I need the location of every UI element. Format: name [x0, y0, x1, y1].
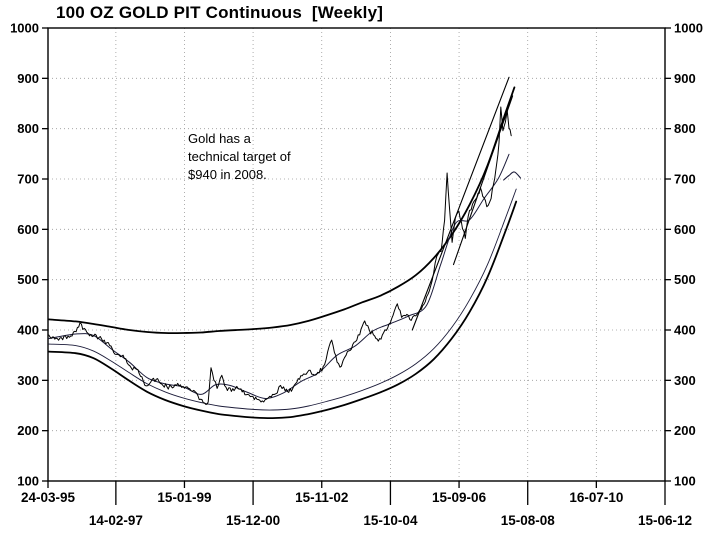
y-axis-label-left: 200	[17, 423, 39, 438]
y-axis-label-left: 600	[17, 222, 39, 237]
series-trendline-upper	[411, 76, 510, 331]
x-axis-label: 15-12-00	[226, 513, 280, 528]
y-axis-label-right: 600	[674, 222, 696, 237]
chart-annotation: Gold has a technical target of $940 in 2…	[188, 130, 291, 184]
x-axis-label: 16-07-10	[569, 490, 623, 505]
series-upper-envelope	[47, 86, 516, 335]
x-axis-label: 15-11-02	[295, 490, 348, 505]
x-axis-label: 15-09-06	[432, 490, 487, 505]
y-axis-label-right: 400	[674, 323, 696, 338]
annotation-line-3: $940 in 2008.	[188, 167, 267, 182]
y-axis-label-right: 1000	[674, 21, 703, 36]
y-axis-label-right: 800	[674, 121, 696, 136]
y-axis-label-right: 700	[674, 172, 696, 187]
x-axis-label: 14-02-97	[89, 513, 143, 528]
series-lower-envelope	[47, 200, 518, 420]
series-ma-projection	[503, 171, 522, 181]
annotation-line-1: Gold has a	[188, 131, 251, 146]
y-axis-label-left: 100	[17, 474, 39, 489]
y-axis-label-left: 800	[17, 121, 39, 136]
y-axis-label-right: 300	[674, 373, 696, 388]
y-axis-label-right: 100	[674, 474, 696, 489]
y-axis-label-left: 1000	[10, 21, 39, 36]
series-inner-lower-envelope	[48, 188, 517, 411]
x-axis-label: 24-03-95	[21, 490, 76, 505]
x-axis-label: 15-10-04	[363, 513, 418, 528]
y-axis-label-left: 500	[17, 272, 39, 287]
y-axis-label-left: 900	[17, 71, 39, 86]
y-axis-label-left: 400	[17, 323, 39, 338]
y-axis-label-right: 500	[674, 272, 696, 287]
series-price	[48, 106, 512, 405]
chart-frame	[47, 27, 666, 482]
x-axis-label: 15-08-08	[501, 513, 556, 528]
annotation-line-2: technical target of	[188, 149, 291, 164]
y-axis-label-right: 900	[674, 71, 696, 86]
y-axis-label-right: 200	[674, 423, 696, 438]
y-axis-label-left: 700	[17, 172, 39, 187]
x-axis-label: 15-06-12	[638, 513, 692, 528]
x-axis-label: 15-01-99	[157, 490, 211, 505]
chart-title: 100 OZ GOLD PIT Continuous [Weekly]	[56, 3, 384, 22]
y-axis-label-left: 300	[17, 373, 39, 388]
series-moving-average	[48, 153, 510, 399]
